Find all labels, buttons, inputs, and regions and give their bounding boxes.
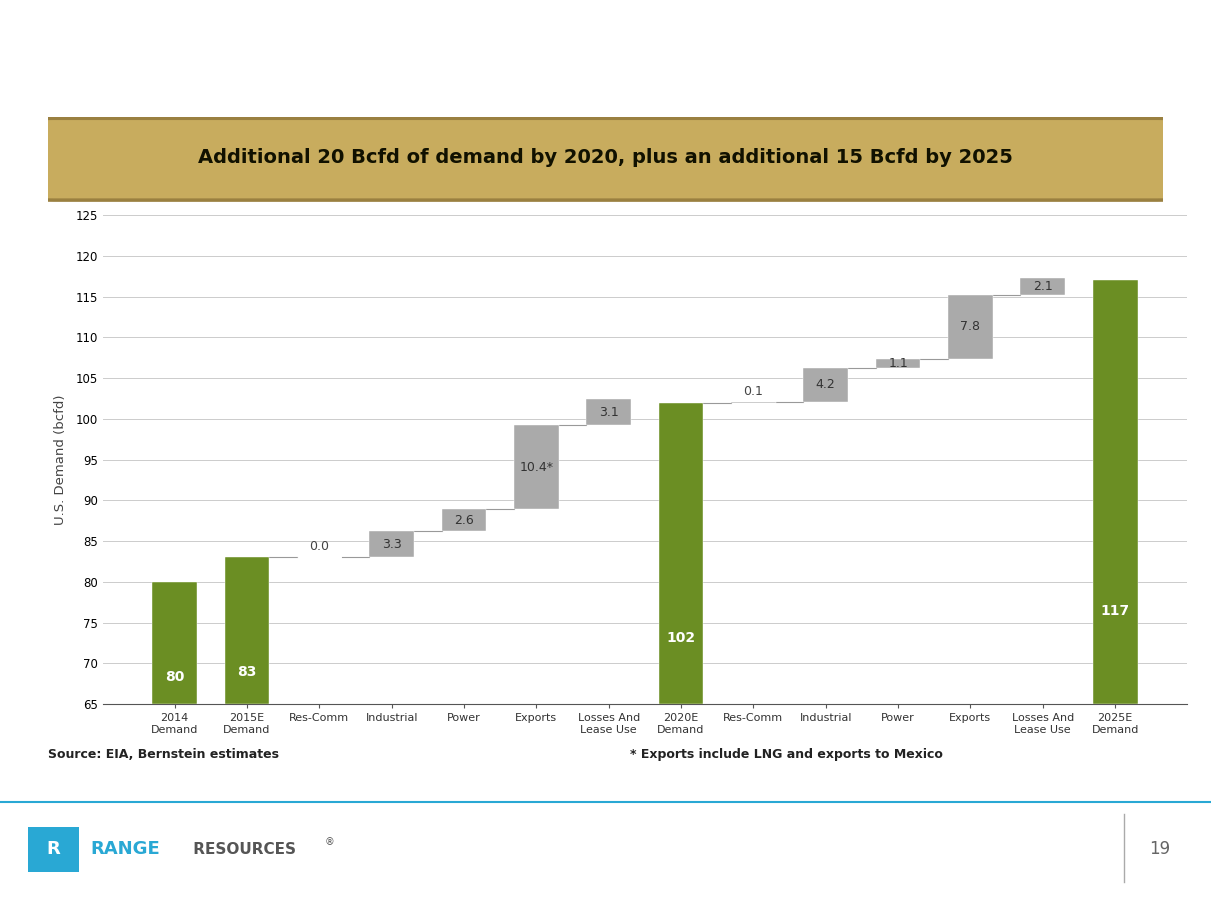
FancyBboxPatch shape <box>21 118 1190 200</box>
Bar <box>224 557 269 704</box>
Text: 2.1: 2.1 <box>1033 280 1052 293</box>
Bar <box>442 509 487 531</box>
Text: 117: 117 <box>1101 604 1130 618</box>
Text: 0.0: 0.0 <box>309 540 329 553</box>
Text: 7.8: 7.8 <box>960 320 981 334</box>
Bar <box>369 531 414 557</box>
Bar <box>803 368 848 402</box>
Text: 4.2: 4.2 <box>816 379 836 391</box>
Bar <box>876 359 920 368</box>
Text: * Exports include LNG and exports to Mexico: * Exports include LNG and exports to Mex… <box>630 748 942 761</box>
Text: 80: 80 <box>165 670 184 684</box>
Text: Additional 20 Bcfd of demand by 2020, plus an additional 15 Bcfd by 2025: Additional 20 Bcfd of demand by 2020, pl… <box>199 148 1012 167</box>
Text: Source: EIA, Bernstein estimates: Source: EIA, Bernstein estimates <box>48 748 280 761</box>
Text: RANGE: RANGE <box>91 840 161 858</box>
Text: 3.1: 3.1 <box>598 405 619 419</box>
FancyBboxPatch shape <box>28 827 79 872</box>
Text: 102: 102 <box>666 631 695 645</box>
Text: ®: ® <box>325 837 334 848</box>
Text: 83: 83 <box>237 665 257 679</box>
Bar <box>153 582 197 704</box>
Y-axis label: U.S. Demand (bcfd): U.S. Demand (bcfd) <box>54 395 68 525</box>
Bar <box>948 295 993 359</box>
Text: 2.6: 2.6 <box>454 513 474 527</box>
Text: Significant U.S. Natural Gas Demand Growth Projected: Significant U.S. Natural Gas Demand Grow… <box>30 39 888 65</box>
Bar <box>659 403 704 704</box>
Text: R: R <box>46 840 61 858</box>
Text: 19: 19 <box>1149 840 1171 858</box>
Bar <box>1092 281 1137 704</box>
Bar <box>513 424 558 509</box>
Text: 3.3: 3.3 <box>381 537 402 551</box>
Bar <box>1021 278 1066 295</box>
Text: RESOURCES: RESOURCES <box>188 841 295 857</box>
Text: 10.4*: 10.4* <box>520 460 553 474</box>
Bar <box>586 399 631 424</box>
Text: 0.1: 0.1 <box>744 385 763 397</box>
Text: 1.1: 1.1 <box>888 357 908 370</box>
